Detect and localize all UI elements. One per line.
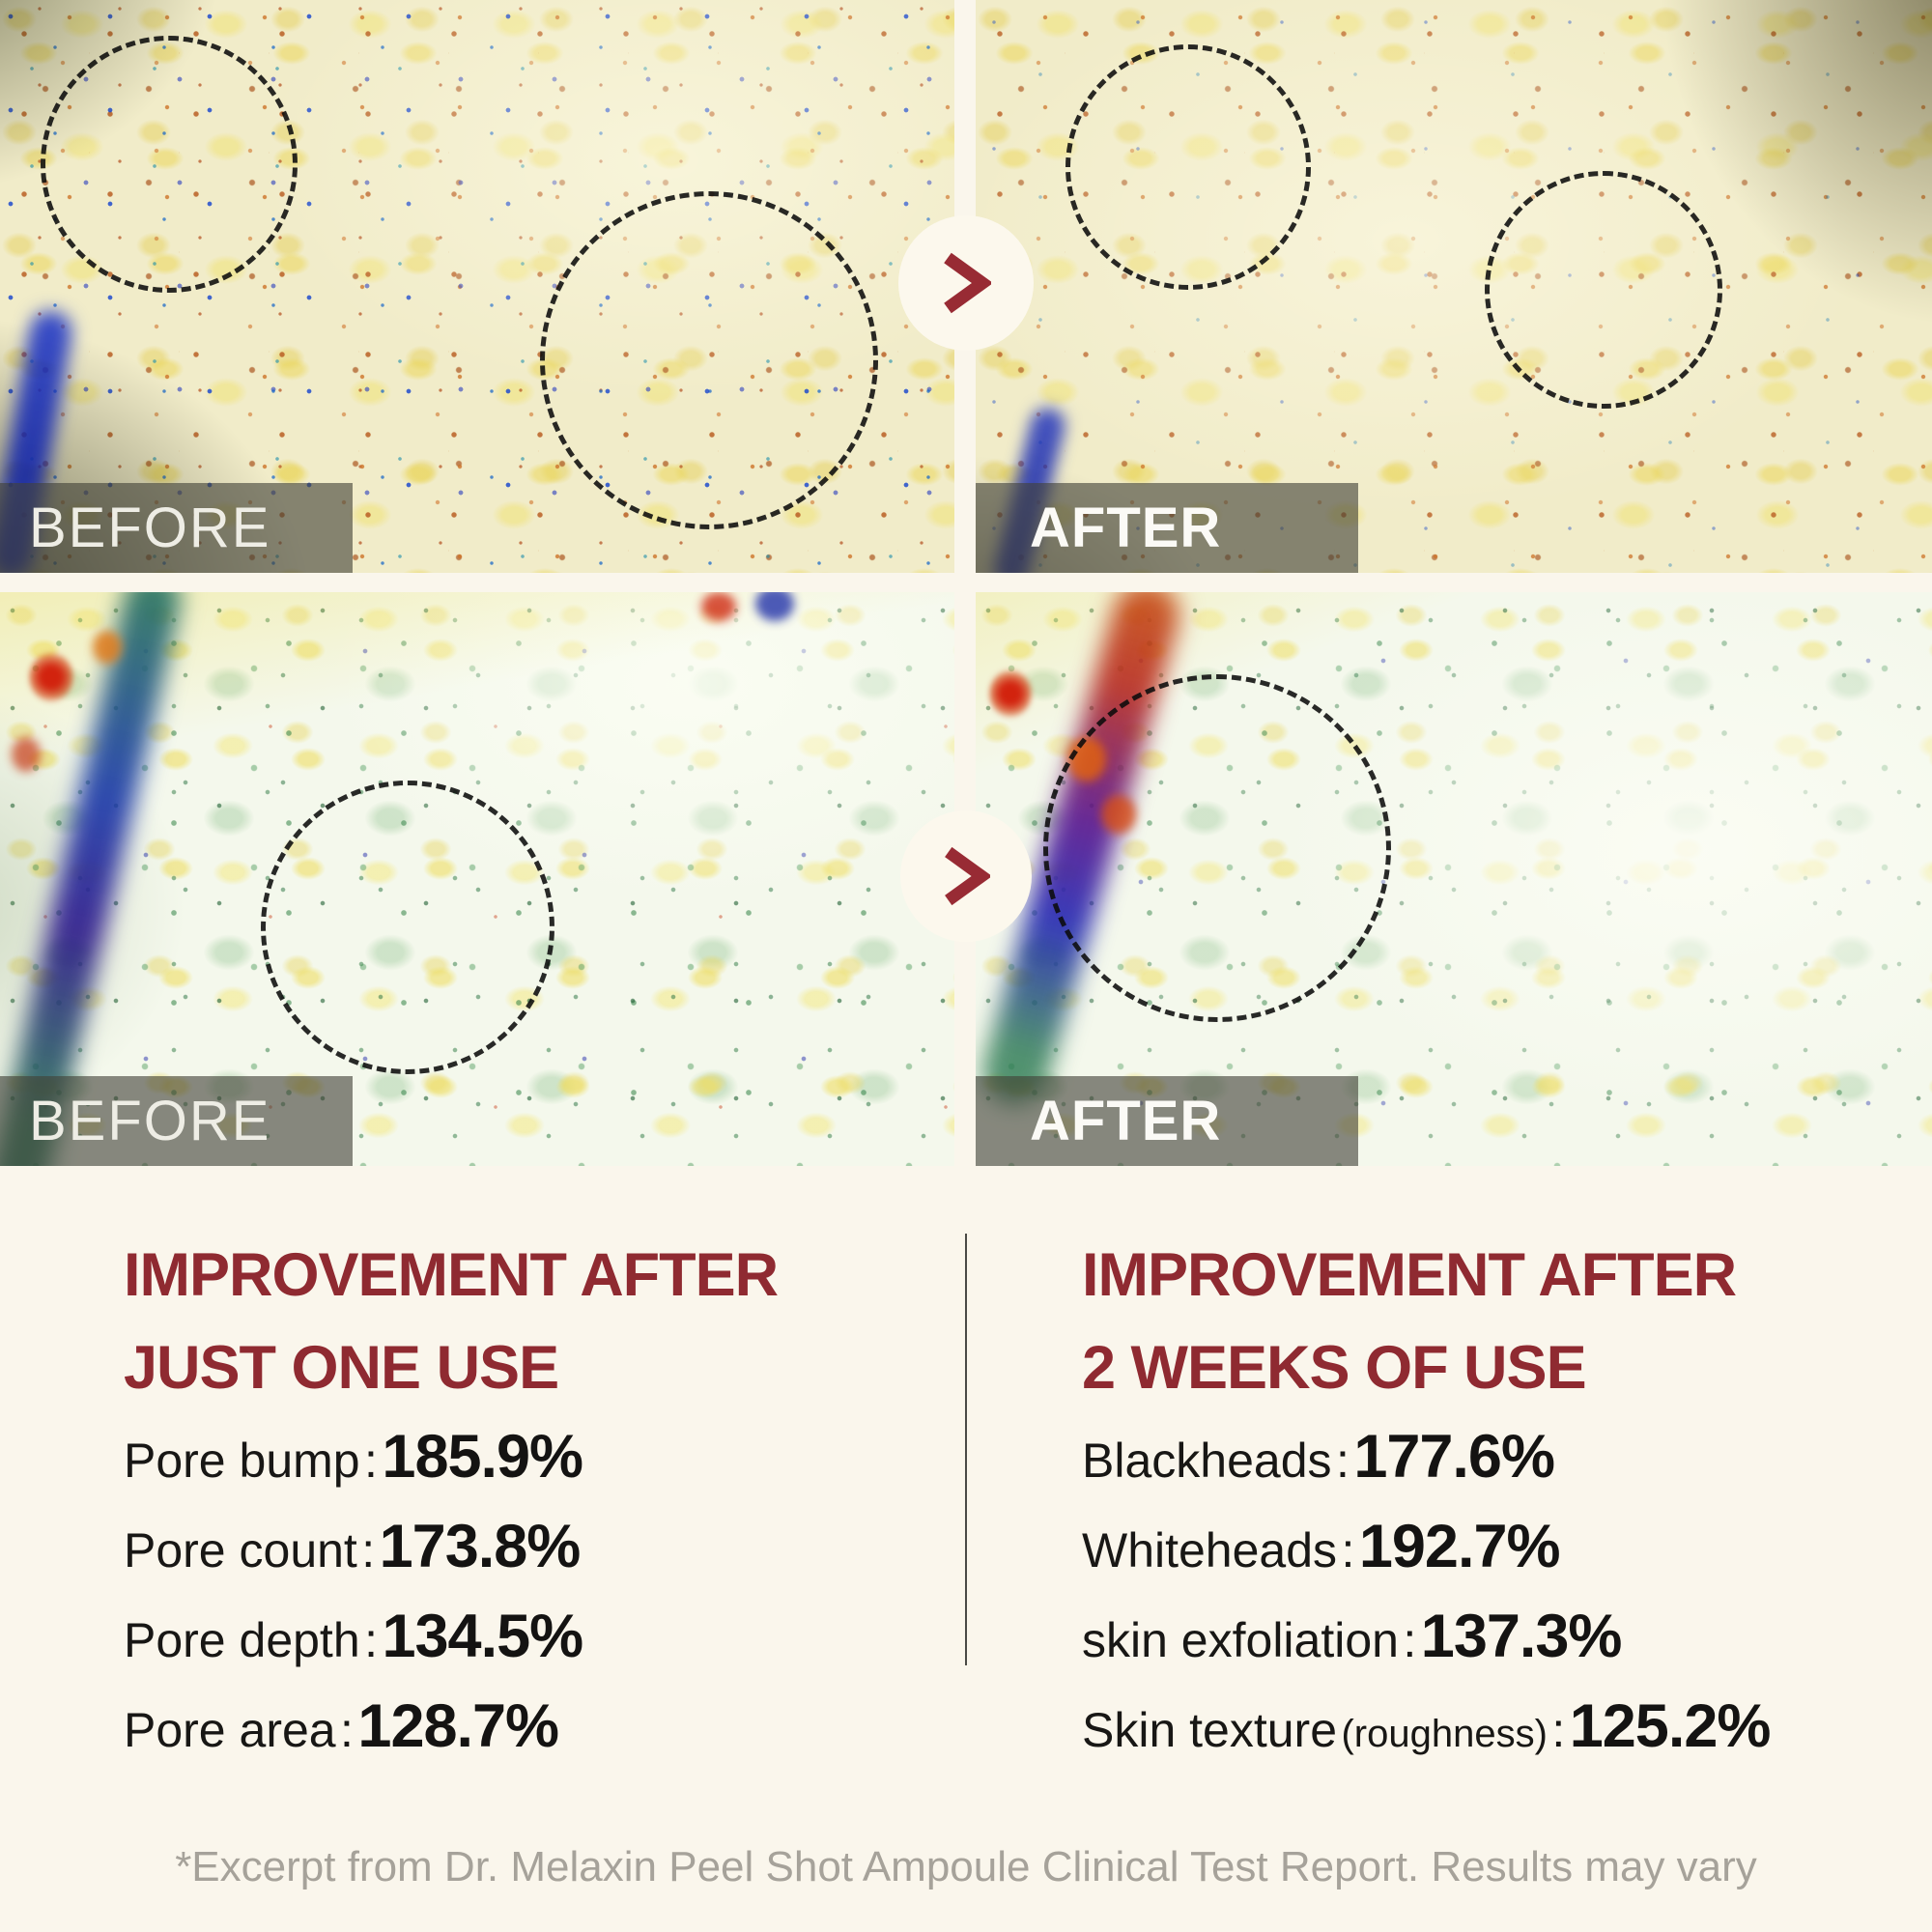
right-column-heading: IMPROVEMENT AFTER 2 WEEKS OF USE bbox=[1082, 1229, 1737, 1414]
stat-row: Pore area : 128.7% bbox=[124, 1682, 582, 1772]
stat-row: Pore count : 173.8% bbox=[124, 1502, 582, 1592]
skin-photo-bottom-after: AFTER bbox=[976, 592, 1932, 1166]
stat-label-small: (roughness) bbox=[1341, 1713, 1548, 1755]
stat-label: Pore bump bbox=[124, 1434, 360, 1488]
skin-photo-top-before: BEFORE bbox=[0, 0, 954, 573]
stat-separator: : bbox=[340, 1703, 354, 1757]
stat-separator: : bbox=[364, 1434, 378, 1488]
before-after-arrow-badge bbox=[900, 810, 1032, 942]
stat-label: Pore count bbox=[124, 1523, 357, 1577]
stat-row: Pore bump : 185.9% bbox=[124, 1412, 583, 1502]
stat-value: 128.7% bbox=[357, 1692, 559, 1760]
stat-value: 177.6% bbox=[1353, 1423, 1555, 1491]
chevron-right-icon bbox=[945, 846, 990, 906]
right-stats-list: Blackheads : 177.6% Whiteheads : 192.7% … bbox=[1082, 1412, 1772, 1772]
stat-value: 185.9% bbox=[382, 1423, 583, 1491]
stat-value: 173.8% bbox=[379, 1513, 582, 1580]
stat-value: 137.3% bbox=[1420, 1603, 1623, 1670]
after-label-text: AFTER bbox=[1030, 497, 1222, 559]
stat-row: Skin texture (roughness) : 125.2% bbox=[1082, 1682, 1772, 1772]
skin-photo-bottom-before: BEFORE bbox=[0, 592, 954, 1166]
left-stats-list: Pore bump : 185.9% Pore count : 173.8% P… bbox=[124, 1412, 583, 1772]
stat-separator: : bbox=[1403, 1613, 1417, 1667]
heading-line: IMPROVEMENT AFTER bbox=[1082, 1241, 1737, 1309]
stat-label: skin exfoliation bbox=[1082, 1613, 1399, 1667]
before-label-text: BEFORE bbox=[29, 497, 271, 559]
stat-separator: : bbox=[364, 1613, 378, 1667]
after-label: AFTER bbox=[976, 1076, 1358, 1166]
chevron-right-icon bbox=[944, 252, 991, 314]
heading-line: JUST ONE USE bbox=[124, 1334, 559, 1402]
stat-row: Whiteheads : 192.7% bbox=[1082, 1502, 1770, 1592]
stat-row: Pore depth : 134.5% bbox=[124, 1592, 583, 1682]
stat-row: Blackheads : 177.6% bbox=[1082, 1412, 1770, 1502]
after-label: AFTER bbox=[976, 483, 1358, 573]
column-divider bbox=[965, 1234, 967, 1665]
stat-label: Pore area bbox=[124, 1703, 336, 1757]
left-column-heading: IMPROVEMENT AFTER JUST ONE USE bbox=[124, 1229, 779, 1414]
disclaimer-note: *Excerpt from Dr. Melaxin Peel Shot Ampo… bbox=[175, 1843, 1757, 1890]
stat-value: 134.5% bbox=[382, 1603, 583, 1670]
before-label: BEFORE bbox=[0, 1076, 353, 1166]
stat-separator: : bbox=[1341, 1523, 1355, 1577]
stat-label: Blackheads bbox=[1082, 1434, 1332, 1488]
stat-label: Whiteheads bbox=[1082, 1523, 1338, 1577]
stat-separator: : bbox=[1551, 1703, 1566, 1757]
before-after-arrow-badge bbox=[898, 215, 1034, 351]
skin-photo-top-after: AFTER bbox=[976, 0, 1932, 573]
stat-value: 125.2% bbox=[1569, 1692, 1772, 1760]
stat-separator: : bbox=[1335, 1434, 1350, 1488]
before-label-text: BEFORE bbox=[29, 1090, 271, 1152]
before-label: BEFORE bbox=[0, 483, 353, 573]
stat-label: Skin texture bbox=[1082, 1703, 1338, 1757]
stat-label: Pore depth bbox=[124, 1613, 360, 1667]
stat-value: 192.7% bbox=[1358, 1513, 1561, 1580]
stat-separator: : bbox=[361, 1523, 376, 1577]
heading-line: IMPROVEMENT AFTER bbox=[124, 1241, 779, 1309]
stat-row: skin exfoliation : 137.3% bbox=[1082, 1592, 1770, 1682]
after-label-text: AFTER bbox=[1030, 1090, 1222, 1152]
heading-line: 2 WEEKS OF USE bbox=[1082, 1334, 1587, 1402]
